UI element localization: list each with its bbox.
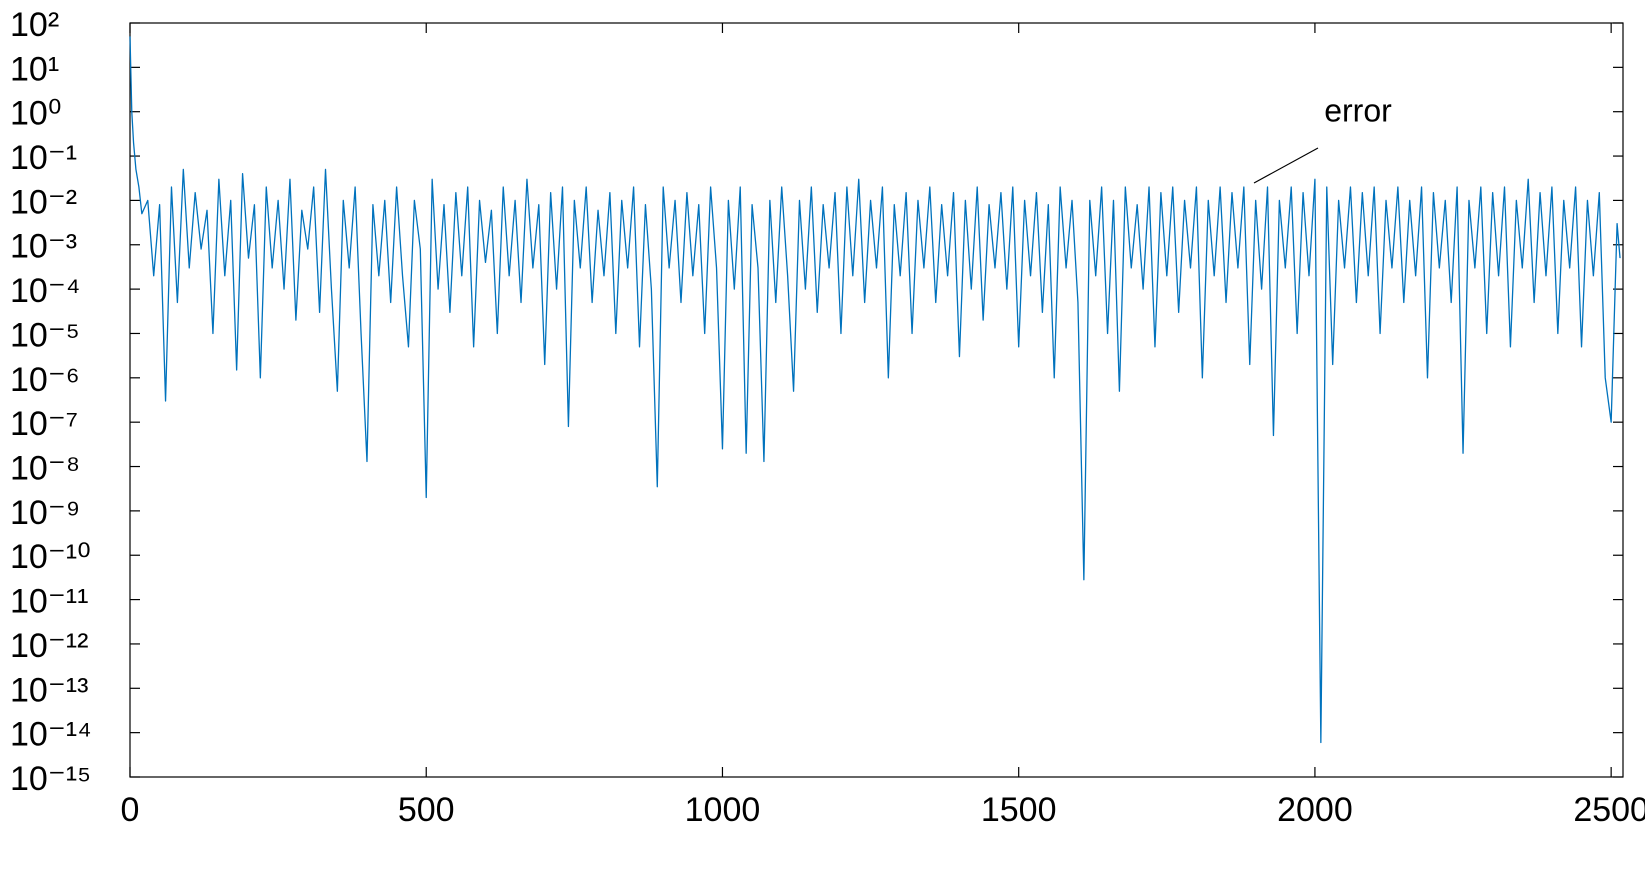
y-tick-label: 10⁻¹¹	[10, 583, 88, 621]
annotation: error	[1324, 92, 1392, 128]
y-tick-label: 10⁰	[10, 95, 61, 133]
y-tick-label: 10⁻¹²	[10, 627, 88, 665]
y-tick-label: 10¹	[10, 50, 59, 88]
data-line	[129, 36, 1621, 744]
x-tick-label: 2000	[1277, 791, 1353, 829]
annotation-pointer	[1253, 147, 1319, 184]
y-tick-label: 10⁻¹³	[10, 671, 88, 709]
y-tick-label: 10⁻⁴	[10, 272, 80, 310]
x-tick-label: 0	[121, 791, 140, 829]
y-tick-label: 10⁻⁹	[10, 494, 80, 532]
y-tick-label: 10⁻⁸	[10, 450, 80, 488]
x-tick-label: 2500	[1573, 791, 1645, 829]
y-tick-label: 10⁻¹⁵	[10, 760, 91, 798]
y-tick-label: 10⁻⁶	[10, 361, 80, 399]
plot-frame	[129, 22, 1624, 778]
x-tick-label: 500	[398, 791, 455, 829]
y-tick-label: 10⁻⁵	[10, 316, 80, 354]
y-tick-label: 10⁻¹⁰	[10, 538, 91, 576]
x-tick-label: 1500	[981, 791, 1057, 829]
y-tick-label: 10²	[10, 6, 59, 44]
y-tick-label: 10⁻³	[10, 228, 77, 266]
y-tick-label: 10⁻¹	[10, 139, 77, 177]
y-tick-label: 10⁻¹⁴	[10, 716, 92, 754]
y-tick-label: 10⁻²	[10, 183, 77, 221]
y-tick-label: 10⁻⁷	[10, 405, 78, 443]
x-tick-label: 1000	[685, 791, 761, 829]
